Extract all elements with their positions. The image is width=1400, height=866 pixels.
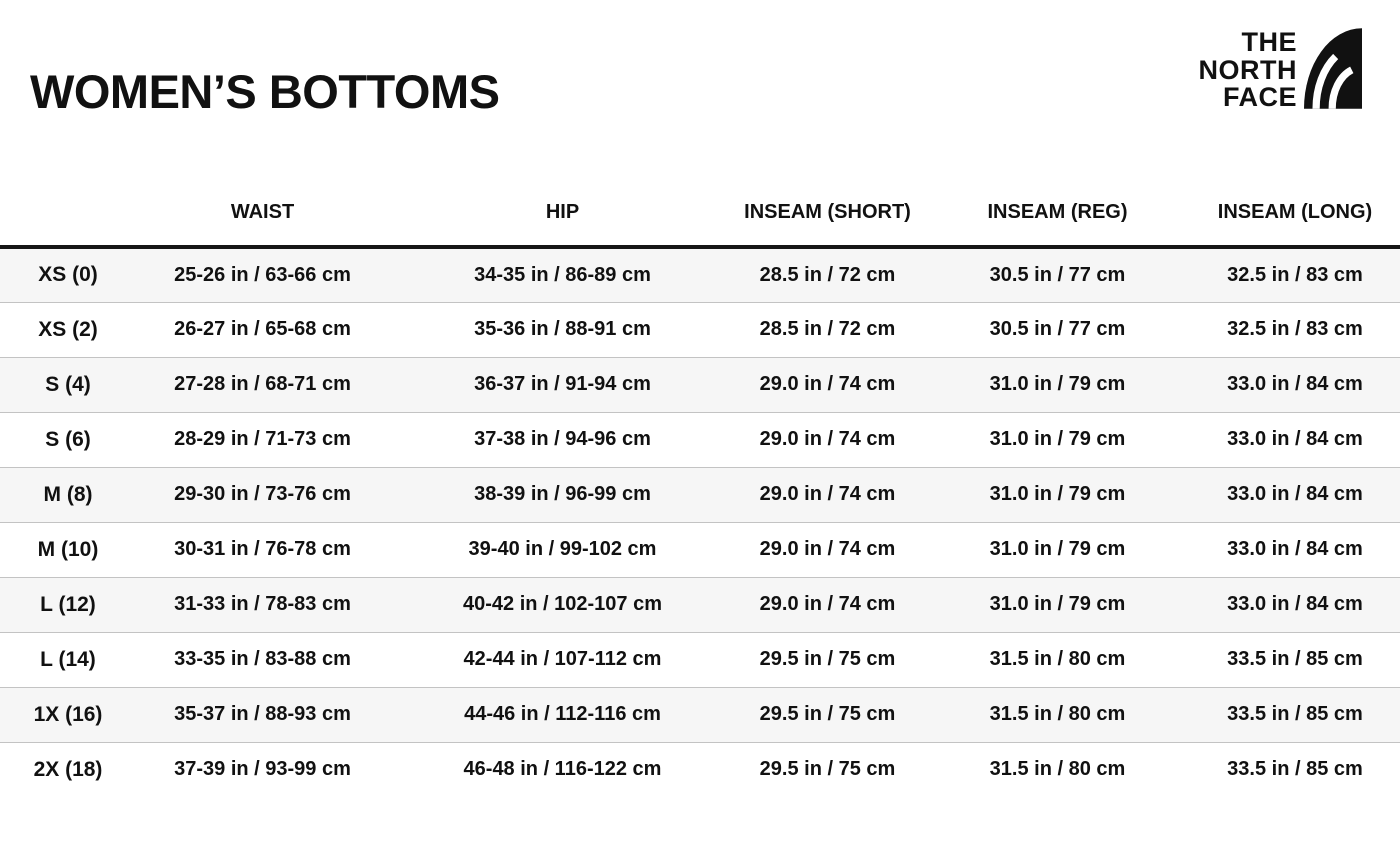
half-dome-icon xyxy=(1304,28,1362,109)
size-chart-table: WAIST HIP INSEAM (SHORT) INSEAM (REG) IN… xyxy=(0,180,1400,797)
waist-cell: 31-33 in / 78-83 cm xyxy=(174,593,351,615)
waist-cell: 30-31 in / 76-78 cm xyxy=(174,538,351,560)
inseam-long-cell: 32.5 in / 83 cm xyxy=(1227,263,1363,286)
inseam-short-cell: 29.0 in / 74 cm xyxy=(759,428,896,450)
size-cell: M (8) xyxy=(43,482,93,506)
waist-cell: 26-27 in / 65-68 cm xyxy=(174,318,351,340)
inseam-long-cell: 33.5 in / 85 cm xyxy=(1227,758,1363,781)
inseam-reg-cell: 31.5 in / 80 cm xyxy=(989,648,1126,670)
table-row: XS (0) 25-26 in / 63-66 cm 34-35 in / 86… xyxy=(0,247,1400,302)
hip-cell: 36-37 in / 91-94 cm xyxy=(474,373,651,395)
inseam-reg-cell: 31.0 in / 79 cm xyxy=(989,593,1126,615)
inseam-short-cell: 28.5 in / 72 cm xyxy=(759,263,896,286)
header-size xyxy=(0,180,130,249)
inseam-long-cell: 33.0 in / 84 cm xyxy=(1227,483,1363,505)
hip-cell: 44-46 in / 112-116 cm xyxy=(464,703,661,725)
waist-cell: 35-37 in / 88-93 cm xyxy=(174,703,351,725)
wordmark-line-the: THE xyxy=(1241,27,1297,57)
inseam-long-cell: 33.0 in / 84 cm xyxy=(1227,428,1363,450)
inseam-short-cell: 28.5 in / 72 cm xyxy=(759,318,896,340)
inseam-reg-cell: 31.0 in / 79 cm xyxy=(989,538,1126,560)
inseam-short-cell: 29.0 in / 74 cm xyxy=(759,538,896,560)
size-cell: XS (2) xyxy=(38,317,98,341)
table-row: M (8) 29-30 in / 73-76 cm 38-39 in / 96-… xyxy=(0,467,1400,522)
wordmark-line-north: NORTH xyxy=(1198,54,1297,85)
inseam-long-cell: 33.0 in / 84 cm xyxy=(1227,373,1363,395)
header-inseam-short: INSEAM (SHORT) xyxy=(730,180,925,249)
size-cell: 2X (18) xyxy=(33,757,103,781)
hip-cell: 42-44 in / 107-112 cm xyxy=(463,648,662,670)
page-title: WOMEN’S BOTTOMS xyxy=(30,65,500,118)
table-row: S (6) 28-29 in / 71-73 cm 37-38 in / 94-… xyxy=(0,412,1400,467)
north-face-wordmark: THE NORTH FACE xyxy=(1199,28,1298,112)
size-cell: S (6) xyxy=(45,427,91,451)
inseam-short-cell: 29.0 in / 74 cm xyxy=(759,373,896,395)
wordmark-line-face: FACE xyxy=(1222,82,1297,112)
table-row: XS (2) 26-27 in / 65-68 cm 35-36 in / 88… xyxy=(0,302,1400,357)
inseam-short-cell: 29.5 in / 75 cm xyxy=(759,758,896,781)
inseam-long-cell: 33.0 in / 84 cm xyxy=(1227,538,1363,560)
inseam-long-cell: 33.0 in / 84 cm xyxy=(1227,593,1363,615)
hip-cell: 37-38 in / 94-96 cm xyxy=(474,428,651,450)
page-header: WOMEN’S BOTTOMS THE NORTH FACE xyxy=(0,0,1400,180)
inseam-long-cell: 33.5 in / 85 cm xyxy=(1227,648,1363,670)
hip-cell: 46-48 in / 116-122 cm xyxy=(463,758,662,781)
inseam-long-cell: 33.5 in / 85 cm xyxy=(1227,703,1363,725)
north-face-logo: THE NORTH FACE xyxy=(1199,28,1362,112)
header-hip: HIP xyxy=(395,180,730,249)
size-cell: L (14) xyxy=(40,647,96,671)
header-row: WAIST HIP INSEAM (SHORT) INSEAM (REG) IN… xyxy=(0,180,1400,249)
header-waist: WAIST xyxy=(130,180,395,249)
size-cell: M (10) xyxy=(37,537,99,561)
inseam-long-cell: 32.5 in / 83 cm xyxy=(1227,318,1363,340)
inseam-reg-cell: 30.5 in / 77 cm xyxy=(989,318,1126,340)
size-cell: S (4) xyxy=(45,372,91,396)
waist-cell: 27-28 in / 68-71 cm xyxy=(174,373,351,395)
table-row: S (4) 27-28 in / 68-71 cm 36-37 in / 91-… xyxy=(0,357,1400,412)
table-row: 1X (16) 35-37 in / 88-93 cm 44-46 in / 1… xyxy=(0,687,1400,742)
inseam-reg-cell: 31.0 in / 79 cm xyxy=(989,373,1126,395)
hip-cell: 35-36 in / 88-91 cm xyxy=(474,318,651,340)
hip-cell: 38-39 in / 96-99 cm xyxy=(474,483,651,505)
hip-cell: 39-40 in / 99-102 cm xyxy=(468,538,657,560)
inseam-reg-cell: 31.0 in / 79 cm xyxy=(989,428,1126,450)
inseam-reg-cell: 31.0 in / 79 cm xyxy=(989,483,1126,505)
inseam-short-cell: 29.0 in / 74 cm xyxy=(759,593,896,615)
waist-cell: 25-26 in / 63-66 cm xyxy=(174,263,351,286)
hip-cell: 34-35 in / 86-89 cm xyxy=(474,263,651,286)
table-row: M (10) 30-31 in / 76-78 cm 39-40 in / 99… xyxy=(0,522,1400,577)
table-body: XS (0) 25-26 in / 63-66 cm 34-35 in / 86… xyxy=(0,247,1400,797)
waist-cell: 28-29 in / 71-73 cm xyxy=(174,428,351,450)
waist-cell: 37-39 in / 93-99 cm xyxy=(174,758,351,781)
table-row: 2X (18) 37-39 in / 93-99 cm 46-48 in / 1… xyxy=(0,742,1400,797)
size-cell: XS (0) xyxy=(38,263,98,287)
inseam-reg-cell: 30.5 in / 77 cm xyxy=(989,263,1126,286)
inseam-short-cell: 29.5 in / 75 cm xyxy=(759,648,896,670)
table-row: L (14) 33-35 in / 83-88 cm 42-44 in / 10… xyxy=(0,632,1400,687)
hip-cell: 40-42 in / 102-107 cm xyxy=(462,593,662,615)
header-inseam-long: INSEAM (LONG) xyxy=(1190,180,1400,249)
inseam-reg-cell: 31.5 in / 80 cm xyxy=(989,758,1126,781)
waist-cell: 33-35 in / 83-88 cm xyxy=(174,648,351,670)
size-cell: L (12) xyxy=(40,592,96,616)
size-cell: 1X (16) xyxy=(33,702,103,726)
inseam-short-cell: 29.5 in / 75 cm xyxy=(759,703,896,725)
inseam-short-cell: 29.0 in / 74 cm xyxy=(759,483,896,505)
waist-cell: 29-30 in / 73-76 cm xyxy=(174,483,351,505)
header-inseam-reg: INSEAM (REG) xyxy=(925,180,1190,249)
inseam-reg-cell: 31.5 in / 80 cm xyxy=(989,703,1126,725)
table-row: L (12) 31-33 in / 78-83 cm 40-42 in / 10… xyxy=(0,577,1400,632)
table-header: WAIST HIP INSEAM (SHORT) INSEAM (REG) IN… xyxy=(0,180,1400,249)
